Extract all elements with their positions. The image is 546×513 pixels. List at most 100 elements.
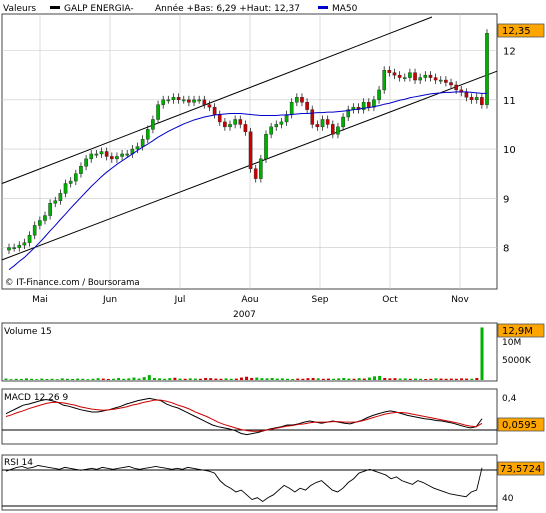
candle-body [99,151,104,155]
volume-bar [342,377,346,380]
volume-bar [311,377,315,380]
volume-bar [357,378,361,380]
rsi-line [5,465,483,502]
price-x-tick-label: Jun [102,295,117,305]
volume-bar [168,378,172,380]
volume-bar [4,378,8,380]
candle-body [89,153,94,160]
volume-bar [214,378,218,380]
candle-body [269,126,273,135]
candle-body [325,119,330,125]
volume-bar [65,378,69,380]
volume-bar [280,378,284,380]
price-x-tick-label: Oct [382,295,398,305]
volume-bar [132,377,136,380]
volume-bar [50,378,54,380]
volume-tag-box [497,323,545,338]
candle-body [176,97,181,100]
candle-body [438,79,443,82]
macd-tag-box [497,417,545,432]
candle-body [454,84,458,91]
price-x-axis: Mai Jun Jul Aou Sep Oct Nov [32,295,469,305]
candle-body [145,129,150,140]
volume-bar [434,378,438,380]
volume-bar [378,375,382,380]
candle-body [387,69,392,73]
volume-bar [398,378,402,380]
candle-body [202,99,207,105]
candle-body [217,114,222,123]
price-x-tick-label: Nov [451,295,469,305]
volume-bar [439,378,443,380]
candle-body [305,102,309,110]
volume-bar [255,377,259,380]
volume-bar [86,379,90,380]
candle-body [310,109,315,125]
candle-body [341,116,345,128]
volume-bar [270,377,274,380]
price-x-tick-label: Sep [312,295,329,305]
volume-bar [122,378,126,380]
candle-body [109,156,114,160]
candle-body [135,146,140,150]
volume-bar [321,378,325,380]
candle-body [423,74,428,78]
volume-bar [209,378,213,380]
candle-body [259,158,263,179]
volume-bar [142,377,146,380]
candle-body [207,104,212,108]
volume-title: Volume 15 [4,327,52,337]
year-range-label: Année +Bas: 6,29 +Haut: 12,37 [155,3,300,14]
volume-bars [4,327,484,380]
candle-body [295,97,299,103]
price-y-tick-label: 11 [503,96,516,107]
volume-bar [152,377,156,380]
candle-body [413,72,417,81]
volume-bar [101,378,105,380]
last-price-tag: 12,35 [502,26,531,37]
rsi-tag: 73,5724 [500,464,541,475]
candle-body [156,104,160,120]
volume-bar [234,378,238,380]
candle-body [58,193,63,201]
candle-body [181,99,186,102]
candle-body [469,97,474,100]
volume-bar [403,378,407,380]
rsi-title: RSI 14 [4,458,33,468]
macd-panel: MACD 12 26 9 0,4 0,0595 [1,388,545,445]
candle-body [284,114,289,123]
volume-bar [449,378,453,380]
candle-body [233,119,237,125]
credit-text: © IT-Finance.com / Boursorama [5,278,140,288]
volume-bar [178,378,182,380]
volume-bar [460,378,464,380]
volume-bar [117,377,121,380]
volume-bar [9,379,13,380]
candle-body [17,244,22,248]
volume-bar [204,377,208,380]
candle-body [474,97,479,100]
volume-bar [296,378,300,380]
candle-body [300,97,304,103]
candle-body [125,153,130,156]
legend-valeurs-label: Valeurs [3,4,36,14]
candle-body [397,74,402,78]
price-candles [7,29,489,254]
candle-body [53,200,58,204]
channel-upper-line [1,16,433,184]
volume-bar [81,378,85,380]
volume-bar [332,378,336,380]
volume-bar [352,378,356,380]
legend-ma50-swatch [318,6,328,9]
volume-bar [147,375,151,380]
volume-bar [71,378,75,380]
volume-bar [91,378,95,380]
candle-body [192,99,196,103]
volume-bar [55,379,59,380]
volume-bar [45,378,49,380]
candle-body [171,97,176,100]
volume-bar [347,378,351,380]
volume-bar [106,378,110,380]
price-y-axis: 8 9 10 11 12 [503,46,516,254]
